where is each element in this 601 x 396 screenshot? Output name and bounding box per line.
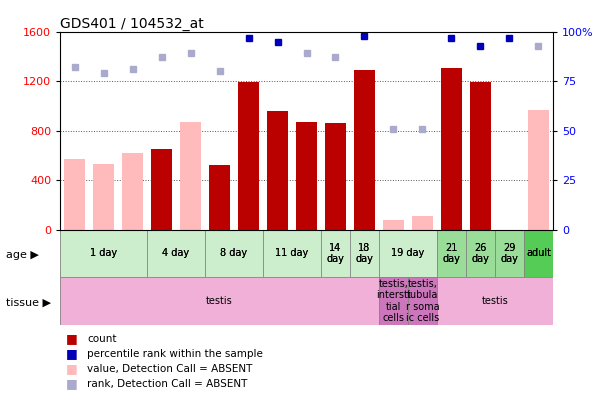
Bar — [151, 149, 172, 230]
Text: 18
day: 18 day — [356, 243, 373, 264]
Text: age ▶: age ▶ — [6, 250, 39, 261]
Bar — [379, 230, 437, 277]
Bar — [437, 230, 466, 277]
Bar — [379, 230, 437, 277]
Text: value, Detection Call = ABSENT: value, Detection Call = ABSENT — [87, 364, 252, 374]
Bar — [379, 277, 408, 325]
Bar — [437, 230, 466, 277]
Bar — [64, 159, 85, 230]
Text: testis: testis — [206, 296, 233, 306]
Text: 19 day: 19 day — [391, 248, 424, 259]
Bar — [205, 230, 263, 277]
Bar — [355, 70, 374, 230]
Bar — [408, 277, 437, 325]
Text: 26
day: 26 day — [472, 243, 489, 264]
Text: 14
day: 14 day — [326, 243, 344, 264]
Text: 8 day: 8 day — [221, 248, 248, 259]
Text: ■: ■ — [66, 332, 78, 345]
Bar — [209, 165, 230, 230]
Text: adult: adult — [526, 248, 551, 259]
Text: 4 day: 4 day — [162, 248, 190, 259]
Text: 4 day: 4 day — [162, 248, 190, 259]
Bar — [471, 82, 490, 230]
Bar — [528, 110, 549, 230]
Bar — [437, 277, 553, 325]
Text: testis,
intersti
tial
cells: testis, intersti tial cells — [376, 278, 411, 324]
Bar — [466, 230, 495, 277]
Text: 11 day: 11 day — [275, 248, 309, 259]
Bar — [383, 220, 404, 230]
Text: 8 day: 8 day — [221, 248, 248, 259]
Bar — [466, 230, 495, 277]
Bar — [205, 230, 263, 277]
Bar — [60, 230, 147, 277]
Text: 29
day: 29 day — [501, 243, 519, 264]
Text: 19 day: 19 day — [391, 248, 424, 259]
Text: 1 day: 1 day — [90, 248, 117, 259]
Text: percentile rank within the sample: percentile rank within the sample — [87, 348, 263, 359]
Bar — [495, 230, 524, 277]
Text: rank, Detection Call = ABSENT: rank, Detection Call = ABSENT — [87, 379, 248, 389]
Bar — [239, 82, 258, 230]
Bar — [350, 230, 379, 277]
Text: count: count — [87, 333, 117, 344]
Text: ■: ■ — [66, 377, 78, 390]
Bar — [263, 230, 321, 277]
Bar — [267, 111, 288, 230]
Bar — [321, 230, 350, 277]
Text: 21
day: 21 day — [442, 243, 460, 264]
Text: adult: adult — [526, 248, 551, 259]
Bar — [350, 230, 379, 277]
Bar — [296, 122, 317, 230]
Bar — [524, 230, 553, 277]
Text: GDS401 / 104532_at: GDS401 / 104532_at — [60, 17, 204, 30]
Bar — [495, 230, 524, 277]
Text: 21
day: 21 day — [442, 243, 460, 264]
Text: 29
day: 29 day — [501, 243, 519, 264]
Bar — [147, 230, 205, 277]
Bar — [524, 230, 553, 277]
Bar — [412, 216, 433, 230]
Bar — [321, 230, 350, 277]
Bar — [60, 277, 379, 325]
Text: 11 day: 11 day — [275, 248, 309, 259]
Text: ■: ■ — [66, 362, 78, 375]
Bar — [93, 164, 114, 230]
Text: 26
day: 26 day — [472, 243, 489, 264]
Text: 14
day: 14 day — [326, 243, 344, 264]
Text: testis: testis — [481, 296, 508, 306]
Bar — [180, 122, 201, 230]
Bar — [123, 153, 142, 230]
Bar — [60, 230, 147, 277]
Text: tissue ▶: tissue ▶ — [6, 298, 51, 308]
Bar — [147, 230, 205, 277]
Text: 18
day: 18 day — [356, 243, 373, 264]
Bar — [263, 230, 321, 277]
Text: ■: ■ — [66, 347, 78, 360]
Text: 1 day: 1 day — [90, 248, 117, 259]
Text: testis,
tubula
r soma
ic cells: testis, tubula r soma ic cells — [406, 278, 439, 324]
Bar — [325, 123, 346, 230]
Bar — [441, 68, 462, 230]
